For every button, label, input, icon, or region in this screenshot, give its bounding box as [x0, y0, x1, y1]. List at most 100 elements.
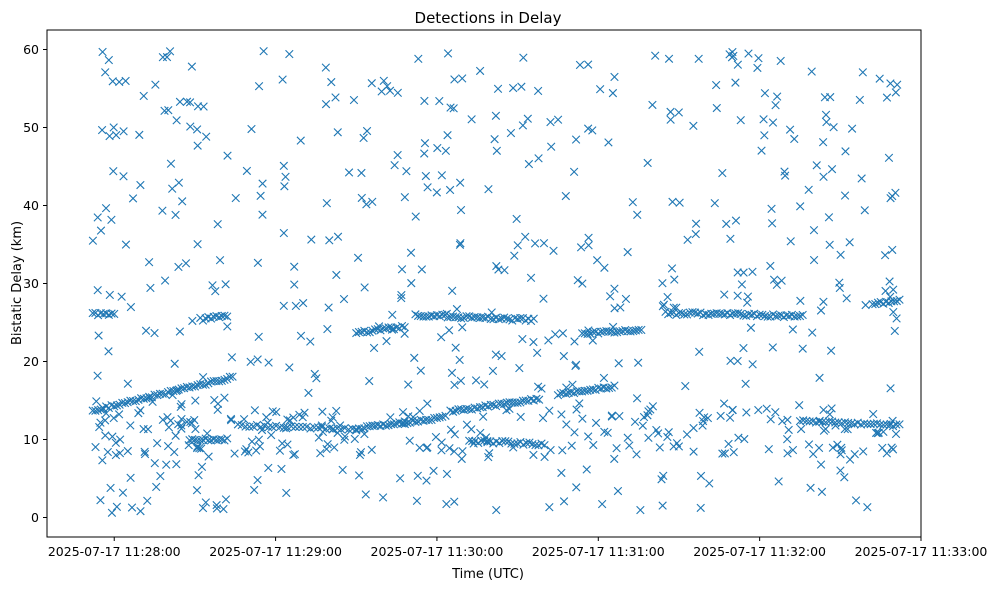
data-point	[217, 435, 226, 444]
data-point	[481, 433, 491, 442]
data-point	[493, 84, 503, 94]
data-point	[442, 469, 452, 479]
data-point	[253, 475, 262, 485]
data-point	[420, 149, 429, 158]
data-point	[332, 406, 341, 416]
data-point	[223, 151, 232, 160]
data-point	[291, 301, 301, 311]
data-point	[318, 427, 328, 437]
data-point	[734, 433, 743, 442]
data-point	[449, 447, 459, 456]
data-point	[450, 75, 459, 84]
x-axis-label: Time (UTC)	[451, 567, 524, 582]
data-point	[513, 398, 522, 408]
data-point	[796, 424, 806, 434]
data-point	[502, 314, 512, 323]
data-point	[457, 454, 466, 464]
x-axis: 2025-07-17 11:28:00 2025-07-17 11:29:00 20…	[48, 537, 987, 559]
data-point	[666, 115, 675, 124]
data-point	[126, 421, 135, 430]
data-point	[296, 331, 306, 340]
data-point	[379, 76, 389, 86]
data-point	[389, 420, 399, 429]
data-point	[420, 96, 429, 106]
data-point	[774, 477, 783, 486]
data-point	[97, 125, 107, 135]
data-point	[605, 292, 615, 301]
data-point	[264, 358, 273, 367]
data-point	[117, 292, 126, 301]
data-point	[835, 283, 844, 293]
data-point	[223, 322, 232, 331]
data-point	[492, 505, 501, 515]
data-point	[150, 458, 159, 468]
x-tick-label: 2025-07-17 11:28:00	[48, 544, 181, 559]
data-point	[502, 406, 511, 415]
data-point	[760, 88, 770, 98]
data-point	[215, 256, 225, 265]
data-point	[892, 314, 901, 323]
data-point	[782, 435, 792, 444]
data-point	[783, 449, 792, 458]
data-point	[759, 115, 768, 124]
data-point	[432, 413, 442, 423]
data-point	[613, 486, 623, 496]
data-point	[889, 307, 898, 317]
data-point	[539, 238, 549, 248]
data-point	[610, 72, 619, 82]
data-point	[193, 239, 202, 249]
data-point	[400, 323, 409, 332]
data-point	[491, 350, 501, 359]
data-point	[105, 131, 114, 141]
data-point	[516, 313, 525, 323]
data-point	[163, 441, 173, 451]
data-point	[890, 326, 899, 336]
data-point	[194, 471, 203, 480]
data-point	[623, 433, 632, 442]
data-point	[257, 425, 267, 435]
data-point	[558, 446, 567, 455]
data-point	[360, 429, 369, 439]
data-point	[571, 361, 580, 371]
data-point	[859, 447, 868, 456]
data-point	[112, 502, 122, 512]
data-point	[188, 435, 197, 444]
data-point	[328, 425, 337, 434]
data-point	[107, 508, 117, 517]
data-point	[455, 178, 465, 187]
data-point	[139, 394, 149, 403]
data-point	[310, 369, 319, 379]
data-point	[212, 500, 221, 510]
data-point	[357, 424, 366, 434]
data-point	[397, 321, 407, 331]
y-tick-label: 60	[23, 42, 39, 57]
data-point	[402, 166, 411, 176]
data-point	[669, 442, 678, 451]
data-point	[93, 405, 103, 415]
data-point	[778, 417, 787, 426]
data-point	[515, 363, 524, 373]
data-point	[188, 316, 197, 326]
x-tick-label: 2025-07-17 11:29:00	[209, 544, 342, 559]
data-point	[214, 377, 224, 386]
data-point	[578, 279, 587, 288]
data-point	[450, 380, 459, 390]
data-point	[468, 436, 477, 446]
data-point	[296, 136, 305, 145]
data-point	[847, 124, 857, 133]
data-point	[888, 245, 897, 255]
data-point	[339, 294, 349, 304]
data-point	[549, 246, 558, 256]
data-point	[456, 205, 466, 215]
data-point	[795, 416, 805, 426]
data-point	[518, 334, 527, 344]
data-point	[819, 405, 828, 415]
data-point	[575, 399, 584, 408]
data-point	[204, 452, 213, 461]
data-point	[415, 406, 424, 416]
data-point	[793, 312, 802, 321]
data-point	[108, 432, 117, 441]
data-point	[603, 428, 612, 438]
data-point	[469, 439, 478, 448]
data-point	[891, 88, 901, 97]
